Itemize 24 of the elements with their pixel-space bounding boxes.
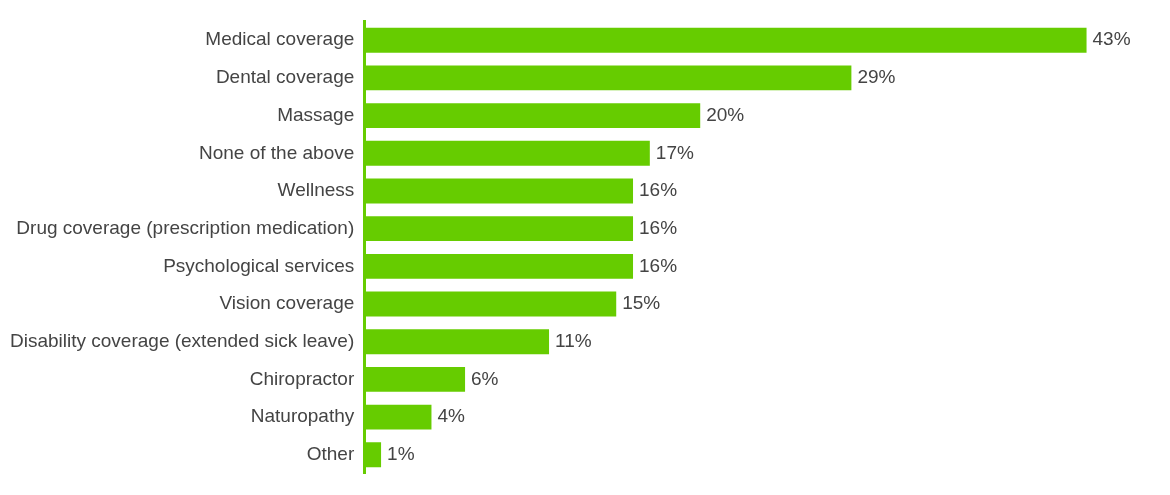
data-label: 4% (437, 405, 466, 427)
data-label: 17% (655, 141, 694, 163)
data-label: 11% (555, 329, 592, 351)
y-tick-label: Dental coverage (215, 66, 355, 88)
y-tick-label: Disability coverage (extended sick leave) (9, 329, 355, 351)
y-tick-label: Wellness (277, 179, 355, 201)
data-label: 15% (622, 292, 661, 314)
data-label: 16% (639, 216, 678, 238)
y-tick-label: Vision coverage (219, 292, 355, 314)
y-tick-label: None of the above (198, 141, 355, 163)
y-tick-label: Psychological services (163, 254, 355, 276)
y-tick-label: Drug coverage (prescription medication) (16, 216, 355, 238)
y-tick-label: Massage (277, 103, 355, 125)
y-tick-label: Chiropractor (249, 367, 355, 389)
data-label: 29% (857, 66, 896, 88)
data-label: 43% (1092, 28, 1131, 50)
data-label: 1% (387, 442, 415, 464)
data-label: 20% (706, 103, 745, 125)
data-label: 16% (639, 179, 678, 201)
data-label: 6% (471, 367, 499, 389)
data-label: 16% (639, 254, 678, 276)
y-tick-label: Naturopathy (250, 405, 355, 427)
y-tick-label: Medical coverage (205, 28, 355, 50)
y-tick-label: Other (306, 442, 355, 464)
